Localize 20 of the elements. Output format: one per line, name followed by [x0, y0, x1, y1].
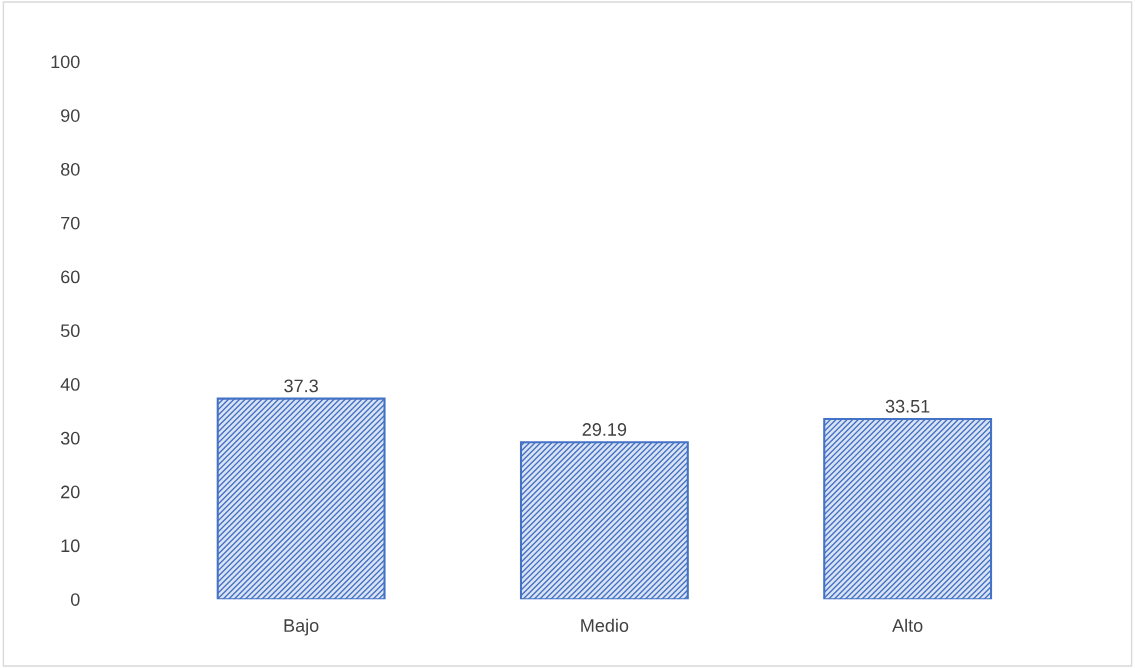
y-tick-label: 80 [60, 162, 80, 176]
bar [823, 417, 993, 600]
data-label: 37.3 [284, 379, 318, 393]
x-tick-label: Alto [892, 618, 923, 632]
y-tick-label: 0 [70, 593, 80, 606]
data-label: 33.51 [885, 399, 930, 413]
y-tick-label: 60 [61, 270, 80, 284]
y-tick-label: 30 [60, 431, 80, 445]
bar [216, 397, 386, 600]
y-tick-label: 10 [61, 539, 80, 553]
y-tick-label: 70 [61, 216, 80, 230]
y-tick-label: 20 [61, 485, 80, 499]
y-tick-label: 50 [60, 324, 80, 338]
x-tick-label: Bajo [284, 618, 319, 636]
y-tick-label: 90 [61, 109, 80, 122]
data-label: 29.19 [582, 423, 627, 436]
y-tick-label: 100 [51, 55, 80, 69]
x-tick-label: Medio [581, 618, 629, 632]
bar [519, 441, 689, 600]
y-tick-label: 40 [60, 378, 80, 391]
